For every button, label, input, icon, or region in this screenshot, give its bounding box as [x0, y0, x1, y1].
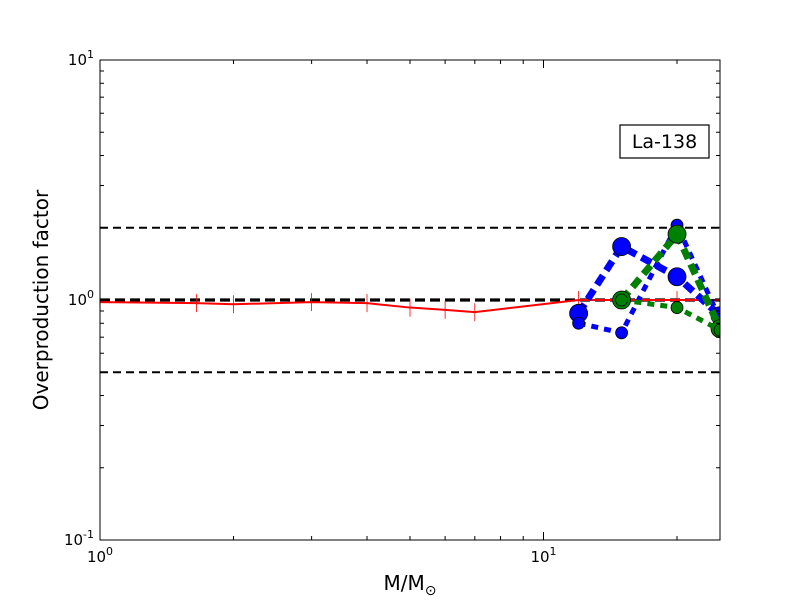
y-axis-label: Overproduction factor: [29, 189, 53, 410]
x-axis-label-text: M/M: [384, 571, 425, 595]
series-layer: [100, 218, 720, 340]
x-axis-label: M/M⊙: [384, 571, 437, 599]
series-1-point-2: [667, 267, 687, 287]
annotation-box: La-138: [619, 124, 710, 159]
series-1-point-1: [612, 237, 632, 256]
x-tick-label-0: 100: [87, 545, 113, 566]
series-line-1: [575, 243, 720, 319]
series-line-2: [578, 222, 720, 336]
y-tick-label-1: 100: [68, 288, 94, 309]
series-4-point-1: [670, 301, 684, 314]
y-tick-label-2: 101: [68, 48, 94, 69]
series-2-point-1: [615, 326, 629, 340]
x-tick-label-1: 101: [530, 545, 556, 566]
sun-symbol: ⊙: [425, 583, 437, 599]
annotation-label: La-138: [632, 131, 697, 153]
axis-ticks: [99, 59, 720, 541]
series-4-point-2: [713, 323, 720, 337]
series-2-point-0: [572, 316, 586, 330]
series-4-point-0: [615, 293, 629, 307]
series-3-point-1: [667, 224, 687, 244]
y-tick-label-0: 10-1: [64, 528, 94, 549]
